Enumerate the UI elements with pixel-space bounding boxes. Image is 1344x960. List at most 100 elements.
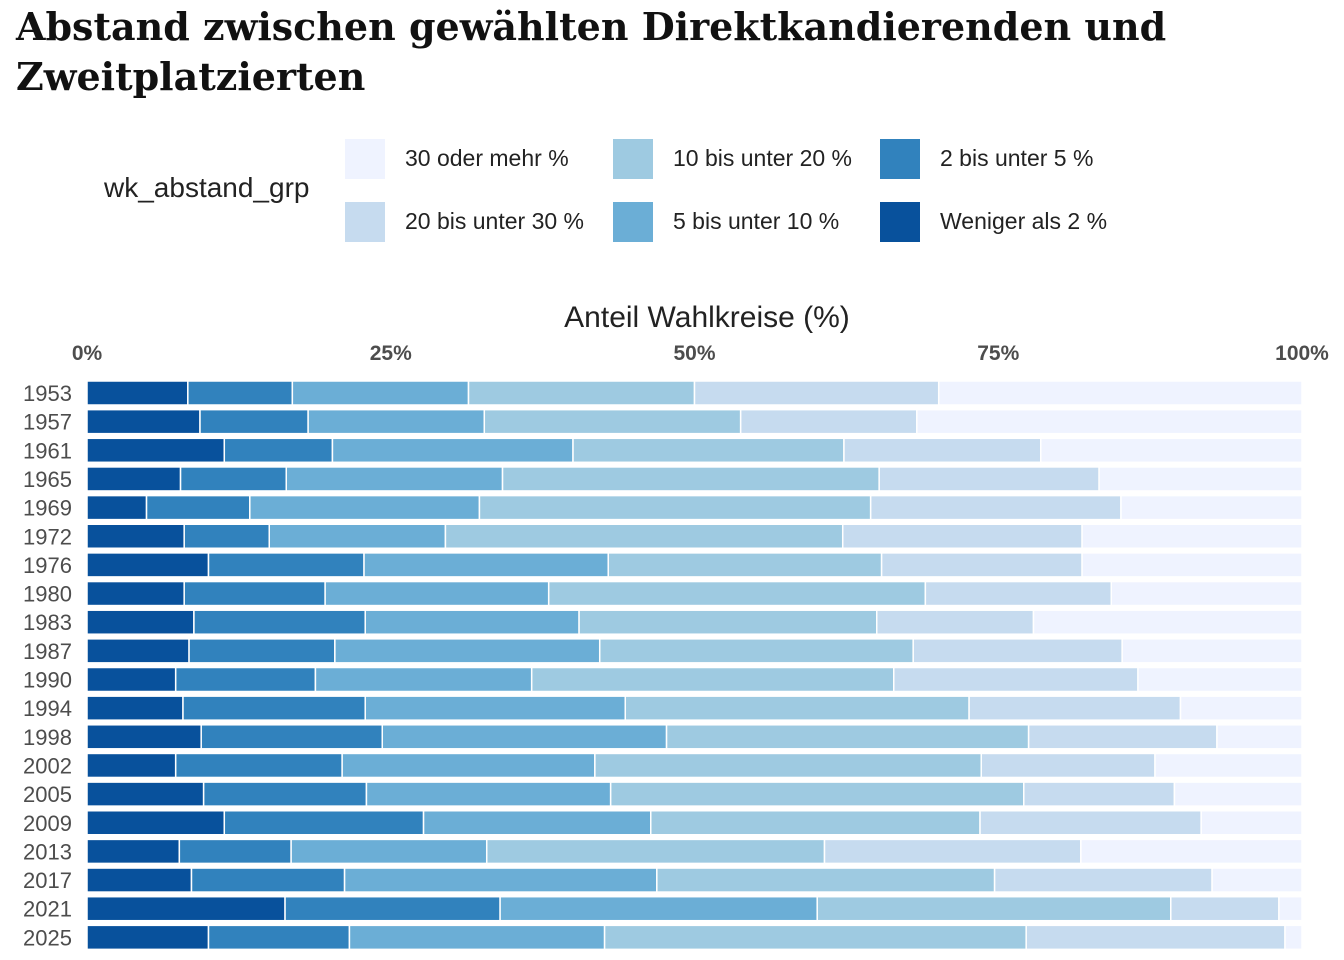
legend-swatch [880, 202, 920, 242]
bar-segment [1027, 724, 1218, 750]
bar-segment [878, 466, 1100, 492]
bar-segment [693, 380, 940, 406]
x-axis-title: Anteil Wahlkreise (%) [564, 301, 850, 334]
bar-segment [485, 838, 826, 865]
bar-segment [1121, 638, 1303, 664]
bar-segment [1110, 580, 1303, 607]
legend-title: wk_abstand_grp [104, 172, 310, 203]
bar-segment [199, 408, 309, 435]
legend-swatch [345, 139, 385, 179]
bar-segment [547, 580, 927, 607]
bar-segment [348, 924, 606, 951]
y-tick-label: 1965 [23, 467, 72, 492]
bar-segment [650, 810, 981, 836]
bar-segment [314, 666, 533, 693]
bar-segment [341, 752, 596, 779]
bar-segment [483, 408, 742, 435]
bar-segment [223, 437, 334, 464]
bar-segment [290, 838, 488, 865]
y-tick-label: 2021 [23, 897, 72, 922]
bar-segment [530, 666, 895, 693]
bar-segment [993, 867, 1213, 893]
x-tick-label: 50% [673, 342, 715, 365]
bar-segment [223, 810, 425, 836]
legend-label: 2 bis unter 5 % [940, 145, 1094, 171]
bar-segment [291, 380, 470, 406]
bar-segment [207, 924, 351, 951]
bar-segment [609, 781, 1025, 807]
bar-segment [268, 523, 447, 549]
bar-segment [501, 466, 880, 492]
bar-segment [739, 408, 918, 435]
bar-segment [363, 552, 609, 578]
bar-segment [86, 810, 226, 836]
legend-swatch [613, 202, 653, 242]
bar-segment [86, 638, 190, 664]
bar-segment [343, 867, 658, 893]
bar-segment [1216, 724, 1303, 750]
bar-segment [307, 408, 486, 435]
bar-segment [179, 466, 288, 492]
bar-segment [1081, 523, 1303, 549]
bar-segment [284, 895, 501, 922]
bar-segment [86, 895, 286, 922]
bar-segment [1080, 838, 1303, 865]
x-tick-label: 0% [72, 342, 103, 365]
bar-segment [607, 552, 883, 578]
bar-segment [1284, 924, 1303, 951]
bar-segment [1179, 695, 1303, 721]
x-tick-label: 100% [1275, 342, 1329, 365]
bar-segment [1120, 494, 1303, 521]
bar-segment [381, 724, 668, 750]
y-tick-label: 1994 [23, 696, 72, 721]
y-tick-label: 2017 [23, 868, 72, 893]
bar-segment [193, 609, 366, 635]
bars [86, 380, 1303, 951]
bar-segment [331, 437, 574, 464]
y-tick-label: 1998 [23, 725, 72, 750]
bar-segment [1170, 895, 1280, 922]
bar-segment [937, 380, 1303, 406]
bar-segment [422, 810, 652, 836]
bar-segment [893, 666, 1139, 693]
y-tick-label: 1980 [23, 582, 72, 607]
bar-segment [841, 523, 1083, 549]
bar-segment [876, 609, 1035, 635]
y-axis-ticks: 1953 1957 1961 1965 1969 1972 1976 1980 1983 1987… [23, 381, 72, 950]
bar-segment [183, 523, 270, 549]
bar-segment [86, 724, 202, 750]
bar-segment [334, 638, 601, 664]
bar-segment [86, 408, 201, 435]
chart-title: Abstand zwischen gewählten Direktkandier… [16, 4, 1167, 99]
bar-segment [183, 580, 326, 607]
bar-segment [86, 466, 182, 492]
bar-segment [1154, 752, 1303, 779]
bar-segment [603, 924, 1027, 951]
bar-segment [174, 752, 343, 779]
bar-segment [86, 494, 148, 521]
bar-segment [145, 494, 251, 521]
bar-segment [1211, 867, 1303, 893]
bar-segment [187, 380, 294, 406]
y-tick-label: 2009 [23, 811, 72, 836]
bar-segment [86, 752, 177, 779]
legend-swatch [613, 139, 653, 179]
y-tick-label: 1976 [23, 553, 72, 578]
bar-segment [1098, 466, 1303, 492]
bar-segment [86, 552, 210, 578]
bar-segment [1200, 810, 1303, 836]
bar-segment [86, 437, 226, 464]
bar-segment [188, 638, 336, 664]
bar-segment [86, 924, 210, 951]
bar-segment [869, 494, 1122, 521]
bar-segment [1278, 895, 1303, 922]
bar-segment [86, 609, 195, 635]
bar-segment [656, 867, 996, 893]
legend-label: 20 bis unter 30 % [405, 208, 585, 234]
bar-segment [86, 523, 185, 549]
bar-segment [1137, 666, 1303, 693]
x-axis-ticks: 0% 25% 50% 75% 100% [72, 342, 1329, 365]
bar-segment [86, 695, 184, 721]
y-tick-label: 2025 [23, 925, 72, 950]
y-tick-label: 1953 [23, 381, 72, 406]
